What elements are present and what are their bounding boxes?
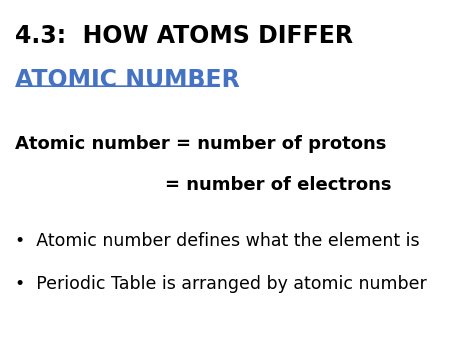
- Text: = number of electrons: = number of electrons: [15, 176, 392, 194]
- Text: 4.3:  HOW ATOMS DIFFER: 4.3: HOW ATOMS DIFFER: [15, 24, 353, 48]
- Text: ATOMIC NUMBER: ATOMIC NUMBER: [15, 68, 240, 92]
- Text: •  Atomic number defines what the element is: • Atomic number defines what the element…: [15, 232, 419, 249]
- Text: Atomic number = number of protons: Atomic number = number of protons: [15, 135, 386, 153]
- Text: •  Periodic Table is arranged by atomic number: • Periodic Table is arranged by atomic n…: [15, 275, 427, 293]
